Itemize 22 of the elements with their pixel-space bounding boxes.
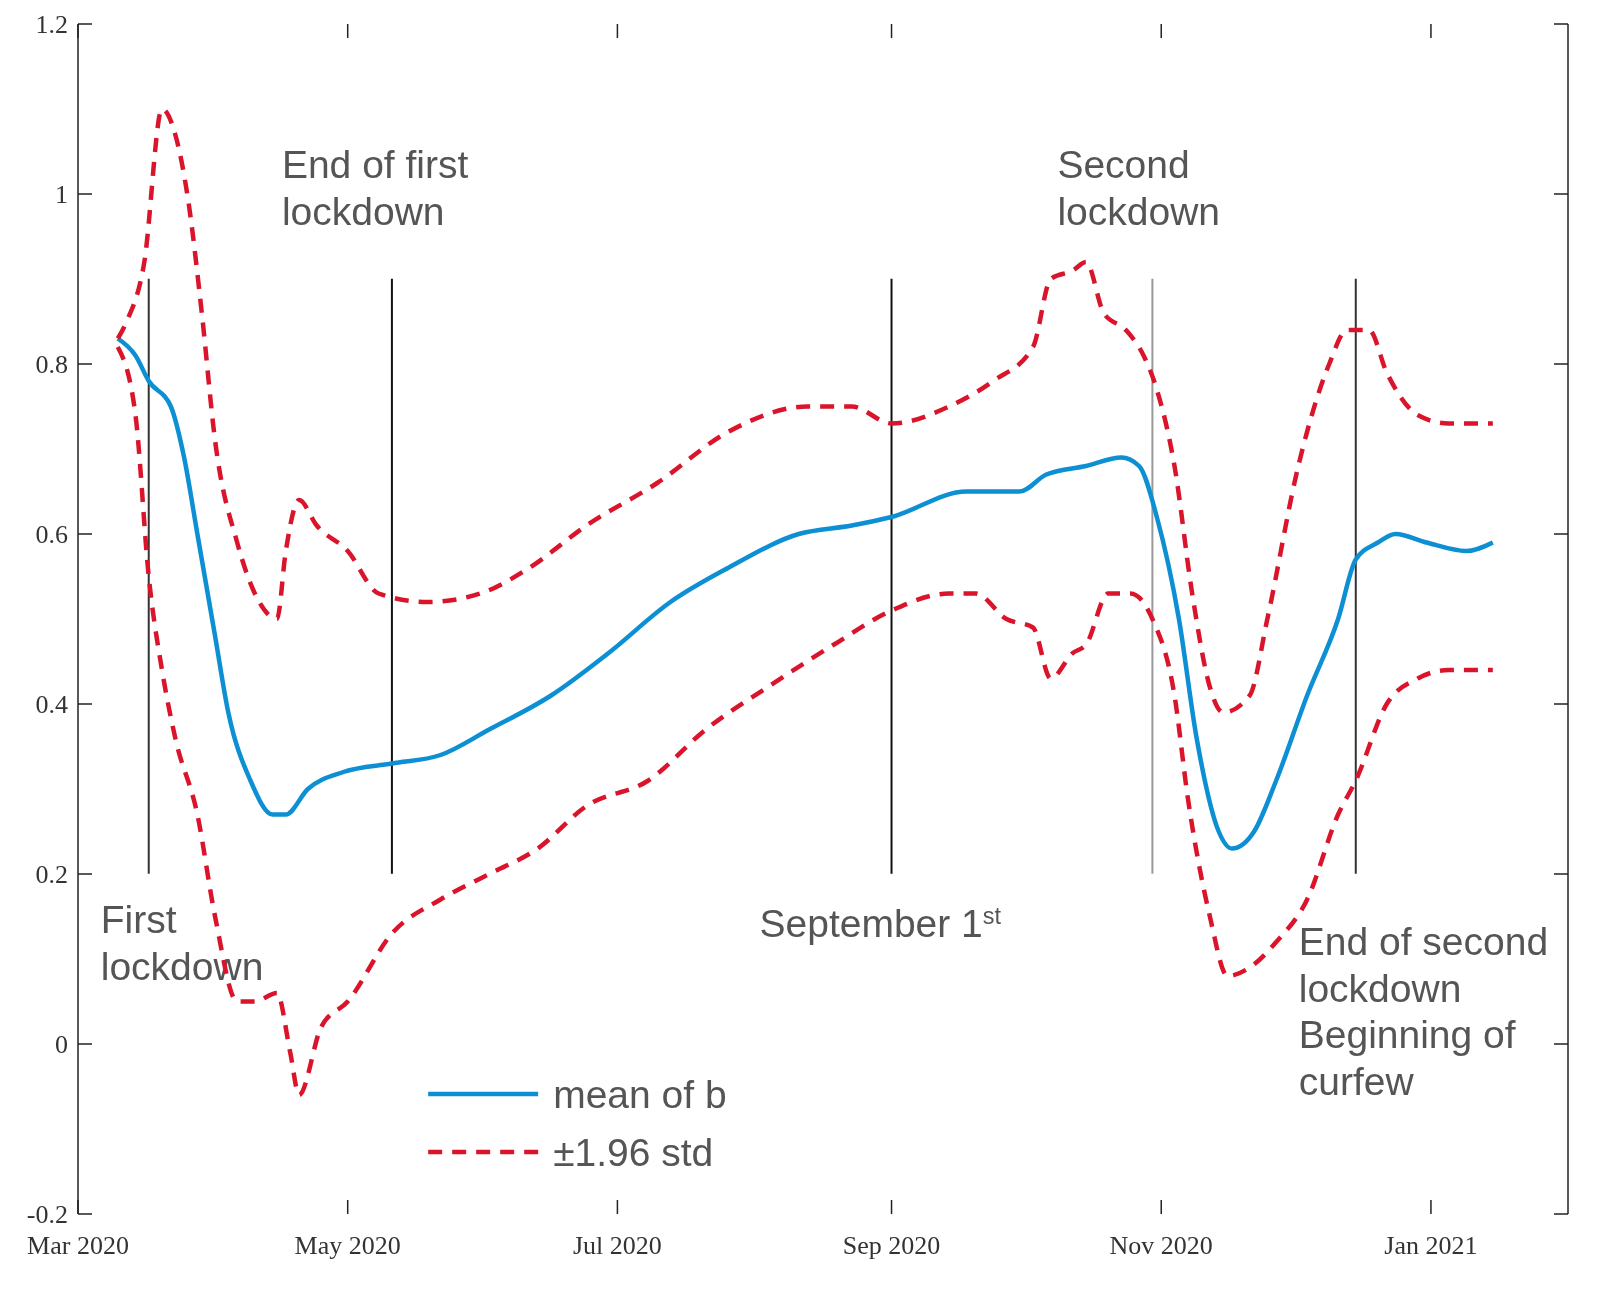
ref-line-label: Second lockdown <box>1057 143 1220 234</box>
y-tick-label: 1.2 <box>35 10 68 40</box>
y-tick-label: 0.4 <box>35 690 68 720</box>
y-tick-label: 0.8 <box>35 350 68 380</box>
ref-line-label: First lockdown <box>100 897 264 988</box>
y-tick-label: 0.6 <box>35 520 68 550</box>
y-tick-label: 0 <box>55 1030 68 1060</box>
x-tick-label: Mar 2020 <box>27 1231 129 1260</box>
ref-line-label: End of first lockdown <box>281 143 469 234</box>
x-tick-label: Sep 2020 <box>842 1231 941 1260</box>
x-tick-label: Jan 2021 <box>1384 1231 1478 1260</box>
x-tick-label: May 2020 <box>294 1231 401 1260</box>
ref-line-label: End of second lockdown Beginning of curfew <box>1298 919 1549 1104</box>
ref-line-label: September 1$^{st}$ <box>759 901 1002 945</box>
line-series <box>115 336 1496 851</box>
y-tick-label: 1 <box>55 180 68 210</box>
x-tick-label: Jul 2020 <box>572 1231 662 1260</box>
y-tick-label: -0.2 <box>26 1200 68 1230</box>
legend-label: ±1.96 std <box>553 1130 714 1174</box>
x-tick-label: Nov 2020 <box>1109 1231 1213 1260</box>
y-tick-label: 0.2 <box>35 860 68 890</box>
legend-label: mean of b <box>553 1072 727 1116</box>
